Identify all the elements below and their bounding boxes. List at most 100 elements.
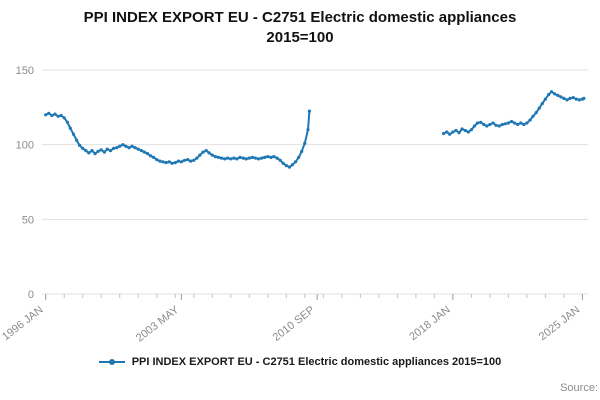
data-point bbox=[503, 122, 507, 126]
data-point bbox=[290, 163, 294, 167]
data-point bbox=[44, 113, 48, 117]
data-point bbox=[266, 155, 270, 159]
y-tick-label: 100 bbox=[16, 140, 34, 152]
data-point bbox=[445, 130, 449, 134]
data-point bbox=[158, 159, 162, 163]
data-point bbox=[300, 149, 304, 153]
data-point bbox=[559, 95, 563, 99]
data-point bbox=[475, 121, 480, 125]
data-point bbox=[460, 127, 464, 131]
data-point bbox=[582, 96, 586, 100]
data-point bbox=[127, 146, 131, 150]
data-point bbox=[186, 158, 190, 162]
data-point bbox=[170, 161, 174, 165]
data-point bbox=[250, 155, 254, 159]
data-point bbox=[472, 124, 477, 128]
data-point bbox=[485, 124, 489, 128]
data-point bbox=[219, 156, 224, 160]
data-point bbox=[516, 122, 520, 127]
data-point bbox=[522, 122, 526, 127]
data-point bbox=[537, 106, 541, 110]
data-point bbox=[497, 124, 501, 128]
data-point bbox=[494, 123, 498, 127]
data-point bbox=[155, 158, 159, 162]
series-line bbox=[44, 110, 311, 169]
data-point bbox=[189, 159, 193, 163]
data-point bbox=[531, 114, 535, 118]
legend-dot bbox=[108, 359, 115, 365]
y-tick-label: 150 bbox=[16, 65, 34, 77]
data-point bbox=[68, 126, 72, 130]
data-point bbox=[75, 138, 79, 142]
data-point bbox=[179, 160, 183, 164]
x-tick-label: 2025 JAN bbox=[537, 304, 582, 343]
data-point bbox=[577, 98, 581, 102]
data-point bbox=[87, 151, 91, 155]
data-point bbox=[534, 111, 538, 115]
data-point bbox=[71, 132, 76, 136]
data-point bbox=[115, 146, 119, 150]
data-point bbox=[540, 102, 544, 106]
data-point bbox=[454, 128, 458, 133]
data-point bbox=[121, 143, 125, 147]
data-point bbox=[164, 161, 168, 165]
data-point bbox=[565, 98, 569, 102]
data-point bbox=[306, 128, 310, 132]
data-point bbox=[260, 156, 264, 160]
data-point bbox=[195, 156, 199, 160]
x-tick-label: 2010 SEP bbox=[271, 304, 317, 344]
data-point bbox=[108, 149, 113, 153]
data-point bbox=[448, 132, 452, 136]
data-point bbox=[173, 161, 177, 165]
data-point bbox=[528, 118, 532, 122]
data-point bbox=[238, 155, 242, 159]
data-point bbox=[226, 156, 230, 160]
data-point bbox=[105, 147, 109, 151]
data-point bbox=[506, 121, 510, 125]
y-tick-label: 50 bbox=[22, 214, 34, 226]
data-point bbox=[269, 155, 273, 159]
data-point bbox=[124, 144, 128, 148]
chart-title-line-2: 2015=100 bbox=[266, 29, 334, 47]
data-point bbox=[510, 119, 514, 124]
data-point bbox=[556, 93, 560, 97]
chart-title: PPI INDEX EXPORT EU - C2751 Electric dom… bbox=[0, 8, 600, 49]
data-point bbox=[303, 141, 307, 145]
y-tick-label: 0 bbox=[28, 289, 34, 301]
data-point bbox=[232, 156, 236, 160]
data-point bbox=[457, 131, 461, 135]
data-point bbox=[216, 155, 220, 159]
data-point bbox=[81, 146, 85, 150]
data-point bbox=[297, 155, 301, 159]
data-point bbox=[235, 157, 239, 161]
data-point bbox=[210, 153, 214, 157]
data-point bbox=[247, 156, 251, 160]
x-tick-label: 1996 JAN bbox=[0, 304, 45, 343]
data-point bbox=[213, 155, 217, 159]
data-point bbox=[253, 156, 257, 160]
data-point bbox=[294, 160, 298, 164]
data-point bbox=[204, 149, 208, 153]
data-point bbox=[167, 160, 171, 164]
data-point bbox=[281, 161, 285, 165]
data-point bbox=[491, 121, 495, 125]
data-point bbox=[102, 150, 106, 154]
data-point bbox=[263, 155, 267, 159]
data-point bbox=[223, 157, 227, 161]
legend-line-marker-icon bbox=[98, 357, 125, 367]
data-point bbox=[84, 149, 88, 153]
data-point bbox=[176, 159, 180, 163]
data-point bbox=[56, 114, 60, 118]
data-point bbox=[568, 96, 572, 100]
data-point bbox=[201, 150, 205, 154]
data-point bbox=[525, 121, 529, 125]
line-chart: 0 50 100 150 1996 JAN 2003 MAY 2010 SEP 2018 JA… bbox=[0, 65, 588, 344]
data-point bbox=[574, 97, 578, 101]
data-point bbox=[284, 164, 288, 168]
data-point bbox=[62, 116, 66, 120]
data-point bbox=[463, 128, 467, 133]
data-point bbox=[482, 122, 486, 127]
data-point bbox=[96, 149, 100, 153]
data-point bbox=[99, 148, 103, 152]
data-point bbox=[145, 152, 150, 156]
